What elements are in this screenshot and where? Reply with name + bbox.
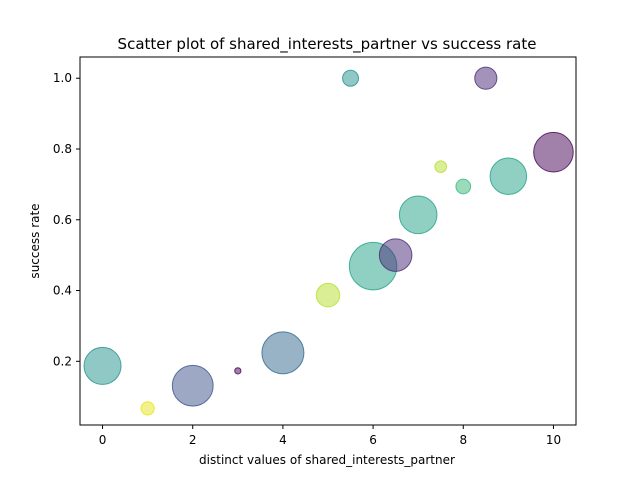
- scatter-point-2: [171, 364, 214, 407]
- scatter-point-4: [261, 331, 305, 375]
- x-tick-label: 0: [99, 433, 107, 447]
- scatter-point-11: [455, 178, 472, 195]
- y-tick-label: 0.8: [53, 142, 72, 156]
- scatter-point-9: [398, 195, 438, 235]
- scatter-point-6: [342, 69, 360, 87]
- y-axis-label: success rate: [28, 203, 42, 278]
- y-tick-label: 0.6: [53, 213, 72, 227]
- x-tick-label: 4: [279, 433, 287, 447]
- y-axis-ticks: 0.2 0.4 0.6 0.8 1.0: [53, 71, 80, 368]
- scatter-point-14: [533, 131, 574, 173]
- scatter-point-3: [234, 367, 242, 375]
- scatter-point-12: [474, 66, 498, 90]
- scatter-point-5: [315, 282, 341, 308]
- x-tick-label: 2: [189, 433, 197, 447]
- scatter-point-13: [489, 157, 528, 195]
- x-axis-ticks: 0 2 4 6 8 10: [99, 425, 561, 447]
- scatter-point-0: [83, 346, 122, 385]
- x-tick-label: 8: [459, 433, 467, 447]
- scatter-point-8: [378, 238, 413, 272]
- y-tick-label: 0.2: [53, 354, 72, 368]
- y-tick-label: 0.4: [53, 284, 72, 298]
- y-tick-label: 1.0: [53, 71, 72, 85]
- scatter-point-10: [434, 160, 448, 174]
- markers-layer: [83, 66, 574, 416]
- scatter-point-1: [140, 401, 155, 416]
- chart-title: Scatter plot of shared_interests_partner…: [118, 35, 537, 54]
- x-tick-label: 6: [369, 433, 377, 447]
- x-tick-label: 10: [546, 433, 561, 447]
- x-axis-label: distinct values of shared_interests_part…: [199, 453, 455, 467]
- plot-area-frame: [79, 56, 577, 426]
